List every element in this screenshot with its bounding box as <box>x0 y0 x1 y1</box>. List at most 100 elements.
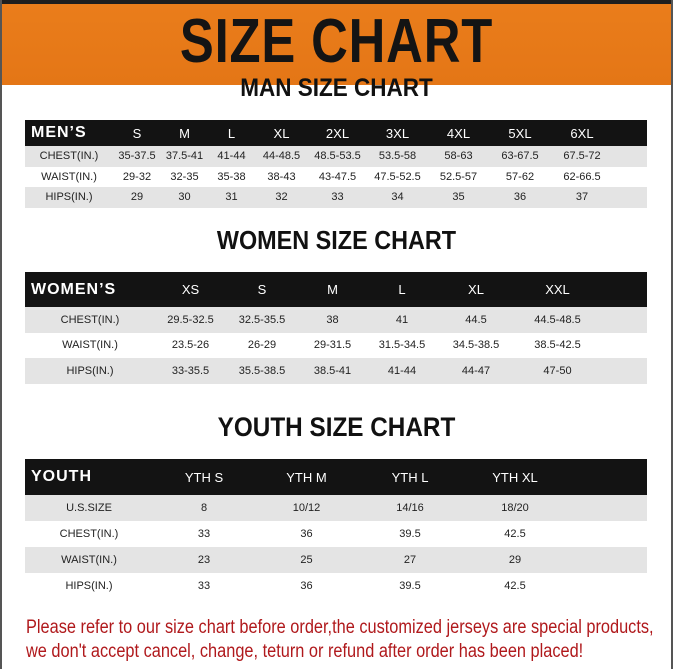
measurement-cell: 44.5-48.5 <box>515 307 600 333</box>
measurement-cell: 44-48.5 <box>255 146 308 167</box>
size-label: 5XL <box>489 120 551 146</box>
measurement-cell: 8 <box>153 495 255 521</box>
measurement-cell: 39.5 <box>358 521 462 547</box>
row-label: WAIST(IN.) <box>25 166 113 187</box>
size-label: S <box>113 120 161 146</box>
measurement-cell: 29.5-32.5 <box>155 307 226 333</box>
notice-line-1: Please refer to our size chart before or… <box>26 617 654 638</box>
row-label: WAIST(IN.) <box>25 547 153 573</box>
men-size-table: MEN’S S M L XL 2XL 3XL 4XL 5XL 6XL CHEST(IN.) 35-37… <box>25 120 647 208</box>
measurement-cell: 36 <box>255 521 358 547</box>
measurement-cell: 44-47 <box>437 358 515 384</box>
measurement-cell: 42.5 <box>462 573 568 599</box>
row-label: CHEST(IN.) <box>25 521 153 547</box>
measurement-cell: 67.5-72 <box>551 146 613 167</box>
measurement-cell: 10/12 <box>255 495 358 521</box>
empty-cell <box>568 547 647 573</box>
measurement-cell: 37 <box>551 187 613 208</box>
row-label: U.S.SIZE <box>25 495 153 521</box>
size-label: L <box>208 120 255 146</box>
measurement-cell: 34.5-38.5 <box>437 332 515 358</box>
table-row: HIPS(IN.) 33 36 39.5 42.5 <box>25 573 647 599</box>
size-label: 3XL <box>367 120 428 146</box>
measurement-cell: 33 <box>153 573 255 599</box>
measurement-cell: 38-43 <box>255 166 308 187</box>
measurement-cell: 25 <box>255 547 358 573</box>
row-label: HIPS(IN.) <box>25 358 155 384</box>
measurement-cell: 23.5-26 <box>155 332 226 358</box>
youth-size-table: YOUTH YTH S YTH M YTH L YTH XL U.S.SIZE 8 10/12… <box>25 459 647 599</box>
measurement-cell: 44.5 <box>437 307 515 333</box>
measurement-cell: 29 <box>113 187 161 208</box>
measurement-cell: 29-31.5 <box>298 332 367 358</box>
header-row: MEN’S S M L XL 2XL 3XL 4XL 5XL 6XL <box>25 120 647 146</box>
measurement-cell: 32.5-35.5 <box>226 307 298 333</box>
table-row: CHEST(IN.) 33 36 39.5 42.5 <box>25 521 647 547</box>
size-label: YTH S <box>153 459 255 495</box>
measurement-cell: 31 <box>208 187 255 208</box>
empty-cell <box>613 166 647 187</box>
table-row: HIPS(IN.) 33-35.5 35.5-38.5 38.5-41 41-44 44-… <box>25 358 647 384</box>
measurement-cell: 34 <box>367 187 428 208</box>
measurement-cell: 32-35 <box>161 166 208 187</box>
measurement-cell: 27 <box>358 547 462 573</box>
women-size-table: WOMEN’S XS S M L XL XXL CHEST(IN.) 29.5-32.5 32.5… <box>25 272 647 384</box>
measurement-cell: 32 <box>255 187 308 208</box>
row-label: HIPS(IN.) <box>25 187 113 208</box>
measurement-cell: 23 <box>153 547 255 573</box>
measurement-cell: 35-37.5 <box>113 146 161 167</box>
page-title: SIZE CHART <box>179 7 494 76</box>
size-label: 6XL <box>551 120 613 146</box>
header-row: WOMEN’S XS S M L XL XXL <box>25 272 647 307</box>
table-row: WAIST(IN.) 23 25 27 29 <box>25 547 647 573</box>
empty-cell <box>600 307 647 333</box>
measurement-cell: 62-66.5 <box>551 166 613 187</box>
row-label: CHEST(IN.) <box>25 146 113 167</box>
size-label: M <box>161 120 208 146</box>
men-section-title: MAN SIZE CHART <box>240 74 433 102</box>
measurement-cell: 39.5 <box>358 573 462 599</box>
measurement-cell: 18/20 <box>462 495 568 521</box>
row-label: WAIST(IN.) <box>25 332 155 358</box>
measurement-cell: 35 <box>428 187 489 208</box>
measurement-cell: 26-29 <box>226 332 298 358</box>
measurement-cell: 48.5-53.5 <box>308 146 367 167</box>
measurement-cell: 36 <box>255 573 358 599</box>
empty-cell <box>568 521 647 547</box>
measurement-cell: 33-35.5 <box>155 358 226 384</box>
size-label: XXL <box>515 272 600 307</box>
table-heading: WOMEN’S <box>25 272 155 307</box>
top-bar <box>0 0 673 4</box>
empty-cell <box>568 459 647 495</box>
measurement-cell: 29 <box>462 547 568 573</box>
size-label: XL <box>437 272 515 307</box>
notice-line-2: we don't accept cancel, change, teturn o… <box>26 641 584 662</box>
measurement-cell: 52.5-57 <box>428 166 489 187</box>
table-row: CHEST(IN.) 29.5-32.5 32.5-35.5 38 41 44.5 44.5… <box>25 307 647 333</box>
empty-cell <box>600 272 647 307</box>
empty-cell <box>613 187 647 208</box>
size-label: 4XL <box>428 120 489 146</box>
title-banner: SIZE CHART <box>0 4 673 85</box>
table-row: U.S.SIZE 8 10/12 14/16 18/20 <box>25 495 647 521</box>
size-label: YTH XL <box>462 459 568 495</box>
empty-cell <box>613 146 647 167</box>
header-row: YOUTH YTH S YTH M YTH L YTH XL <box>25 459 647 495</box>
size-label: YTH L <box>358 459 462 495</box>
table-row: WAIST(IN.) 23.5-26 26-29 29-31.5 31.5-34.5 34… <box>25 332 647 358</box>
measurement-cell: 37.5-41 <box>161 146 208 167</box>
empty-cell <box>613 120 647 146</box>
measurement-cell: 38.5-42.5 <box>515 332 600 358</box>
size-label: L <box>367 272 437 307</box>
table-heading: YOUTH <box>25 459 153 495</box>
size-label: XL <box>255 120 308 146</box>
empty-cell <box>568 495 647 521</box>
table-heading: MEN’S <box>25 120 113 146</box>
empty-cell <box>568 573 647 599</box>
empty-cell <box>600 358 647 384</box>
size-label: M <box>298 272 367 307</box>
row-label: CHEST(IN.) <box>25 307 155 333</box>
size-label: S <box>226 272 298 307</box>
measurement-cell: 41-44 <box>208 146 255 167</box>
women-section-title: WOMEN SIZE CHART <box>216 225 457 255</box>
